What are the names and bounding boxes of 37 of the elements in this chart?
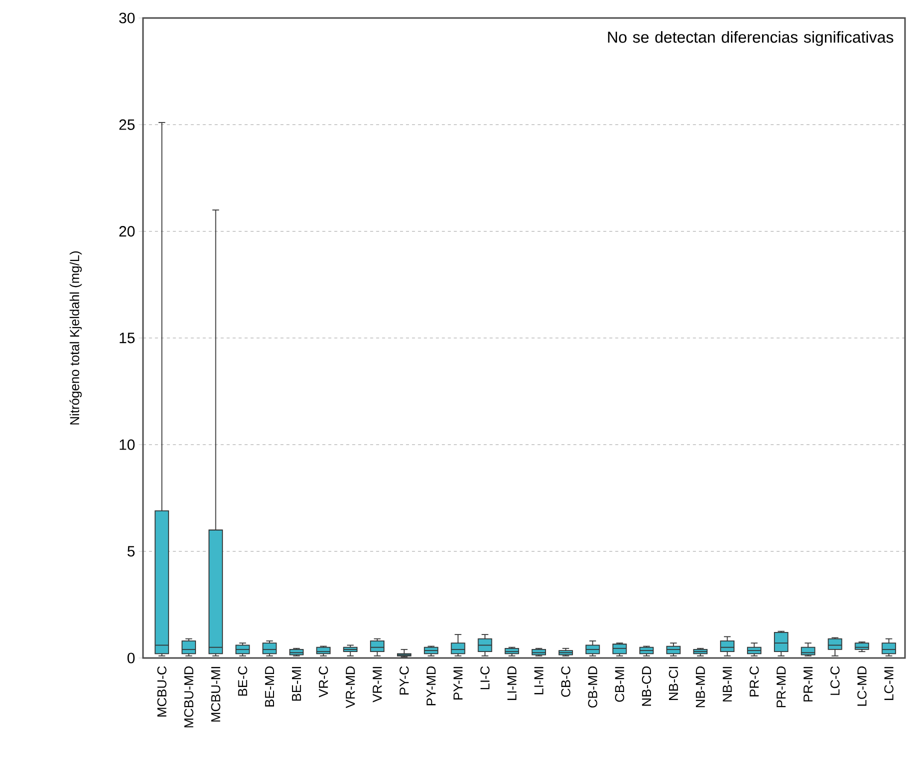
x-tick-label: LI-MI [534, 666, 544, 694]
x-tick-label: VR-MD [346, 666, 355, 708]
x-tick-label: NB-CI [668, 666, 678, 700]
x-tick-label: NB-MD [696, 666, 705, 708]
y-tick-label: 10 [120, 439, 135, 450]
y-tick-label: 25 [119, 119, 135, 130]
x-tick-label: PY-MD [426, 666, 436, 706]
x-tick-label: LI-C [480, 666, 490, 690]
x-tick-label: CB-MI [615, 666, 624, 702]
x-tick-label: PR-C [750, 666, 759, 696]
x-tick-label: MCBU-MI [211, 666, 220, 722]
x-tick-label: LC-MI [884, 666, 894, 700]
y-tick-label: 30 [119, 12, 135, 24]
x-tick-label: NB-MI [722, 666, 732, 702]
x-tick-label: PY-MI [454, 666, 462, 700]
x-tick-label: PR-MI [804, 666, 813, 702]
x-tick-label: CB-MD [588, 666, 598, 708]
x-tick-label: CB-C [561, 666, 570, 697]
x-tick-label: MCBU-C [157, 666, 166, 717]
x-tick-label: BE-MD [265, 666, 274, 706]
x-tick-label: PY-C [400, 666, 409, 694]
x-tick-label: NB-CD [642, 666, 652, 706]
x-tick-label: VR-MI [372, 666, 382, 702]
x-tick-label: BE-C [238, 666, 248, 696]
y-tick-label: 5 [128, 546, 135, 557]
x-tick-label: LC-MD [857, 666, 867, 706]
annotation: No se detectan diferencias significativas [608, 31, 894, 46]
x-tick-label: MCBU-MD [184, 666, 194, 728]
x-tick-label: PR-MD [776, 666, 786, 708]
y-axis-title: Nitrógeno total Kjeldahl (mg/L) [70, 251, 82, 424]
x-tick-label: LC-C [830, 666, 840, 695]
y-tick-label: 15 [120, 332, 135, 344]
x-tick-label: LI-MD [507, 666, 516, 700]
y-tick-label: 20 [119, 226, 135, 237]
y-tick-label: 0 [127, 652, 135, 664]
x-tick-label: VR-C [318, 666, 328, 698]
x-tick-label: BE-MI [292, 666, 301, 701]
